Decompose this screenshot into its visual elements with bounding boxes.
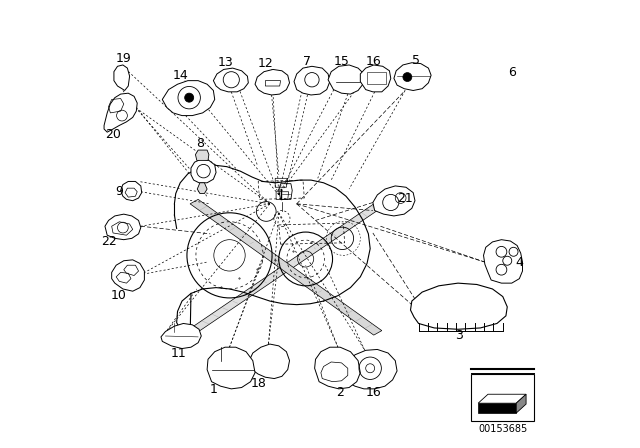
Text: 18: 18: [250, 376, 266, 390]
Text: 16: 16: [366, 385, 381, 399]
Polygon shape: [360, 65, 391, 92]
Circle shape: [403, 73, 412, 82]
Text: 9: 9: [115, 185, 124, 198]
Text: 8: 8: [196, 137, 204, 150]
Text: 4: 4: [515, 255, 524, 269]
Text: 7: 7: [303, 55, 312, 69]
Text: 3: 3: [455, 328, 463, 342]
Text: 1: 1: [209, 383, 218, 396]
Circle shape: [185, 93, 194, 102]
Polygon shape: [478, 394, 526, 403]
Polygon shape: [114, 65, 130, 90]
Polygon shape: [105, 214, 141, 240]
Polygon shape: [328, 65, 364, 94]
Polygon shape: [190, 199, 382, 335]
Text: 21: 21: [397, 191, 413, 205]
Text: 16: 16: [366, 55, 381, 69]
Text: 13: 13: [218, 56, 234, 69]
Polygon shape: [191, 159, 216, 183]
Polygon shape: [213, 68, 248, 92]
Polygon shape: [112, 260, 145, 291]
Polygon shape: [195, 150, 209, 160]
Polygon shape: [516, 394, 526, 413]
Polygon shape: [249, 344, 289, 379]
Text: 19: 19: [116, 52, 132, 65]
Text: 14: 14: [172, 69, 188, 82]
Bar: [472, 374, 534, 421]
Text: 12: 12: [257, 57, 273, 70]
Text: 6: 6: [508, 66, 516, 79]
Text: 11: 11: [171, 347, 187, 361]
Text: 22: 22: [100, 234, 116, 248]
Polygon shape: [373, 186, 415, 216]
Polygon shape: [345, 349, 397, 389]
Polygon shape: [163, 81, 215, 116]
Polygon shape: [294, 66, 330, 95]
Text: 20: 20: [105, 128, 121, 141]
Text: 10: 10: [111, 289, 126, 302]
Text: 5: 5: [412, 54, 420, 67]
Polygon shape: [484, 240, 522, 283]
Polygon shape: [315, 347, 360, 389]
Polygon shape: [255, 69, 289, 95]
Polygon shape: [161, 323, 202, 349]
Polygon shape: [192, 199, 387, 331]
Text: 00153685: 00153685: [478, 424, 527, 434]
Polygon shape: [207, 347, 255, 389]
Bar: [478, 403, 516, 413]
Text: 2: 2: [336, 385, 344, 399]
Polygon shape: [410, 283, 508, 329]
Polygon shape: [121, 181, 141, 201]
Text: 15: 15: [333, 55, 349, 69]
Polygon shape: [197, 183, 207, 194]
Polygon shape: [394, 63, 431, 90]
Polygon shape: [104, 93, 137, 132]
